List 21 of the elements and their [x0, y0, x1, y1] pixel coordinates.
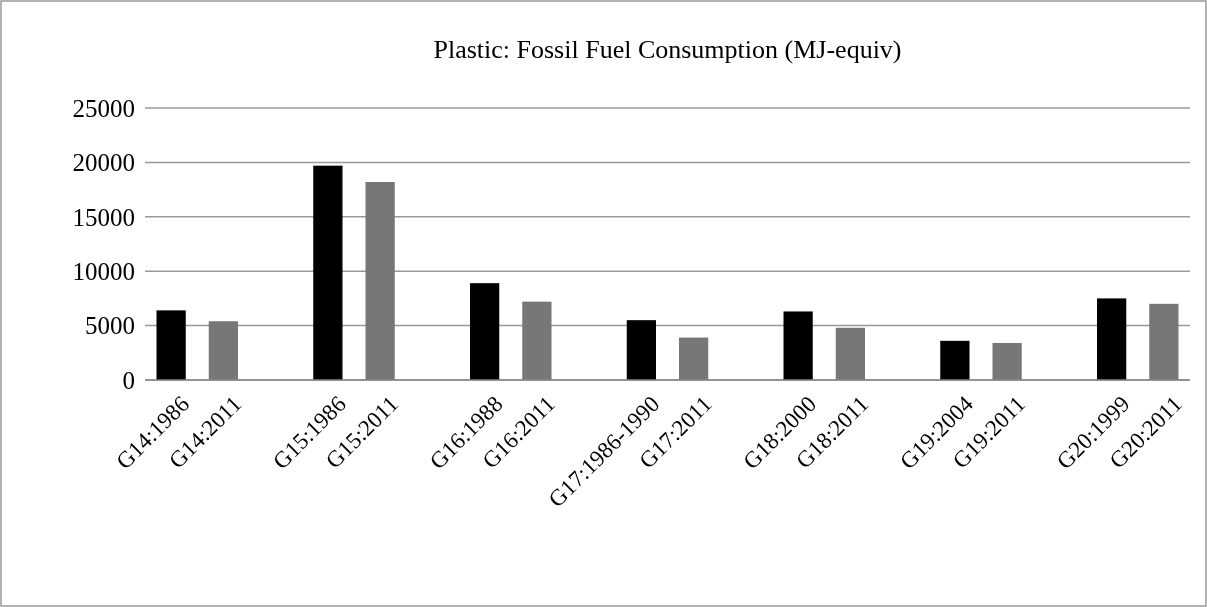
bar	[783, 311, 813, 380]
bar	[522, 301, 552, 380]
y-tick-label: 15000	[72, 203, 135, 231]
chart-title: Plastic: Fossil Fuel Consumption (MJ-equiv)	[433, 35, 902, 64]
bar	[1149, 303, 1179, 380]
bar	[156, 310, 186, 380]
bar	[992, 343, 1022, 380]
y-tick-label: 5000	[85, 312, 135, 340]
bar	[940, 340, 970, 380]
y-tick-label: 10000	[72, 257, 135, 285]
bar	[470, 283, 500, 380]
bar	[1096, 298, 1127, 380]
y-tick-label: 20000	[72, 149, 135, 177]
bar	[365, 181, 395, 380]
bar	[208, 321, 239, 380]
y-tick-label: 0	[122, 366, 135, 394]
bar	[313, 165, 343, 380]
y-tick-label: 25000	[72, 94, 135, 122]
bar	[679, 337, 709, 380]
bar	[835, 327, 866, 380]
bar	[626, 320, 657, 380]
